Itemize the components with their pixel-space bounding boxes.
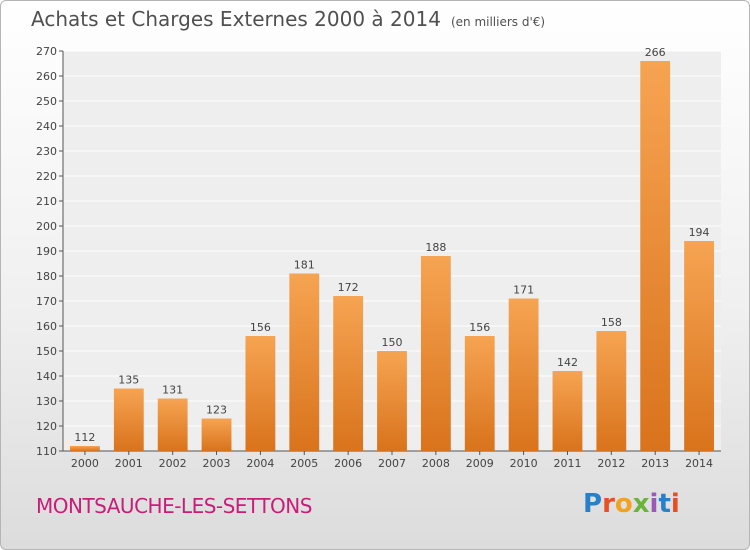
x-tick-label-2005: 2005 (290, 457, 318, 470)
data-label-2002: 131 (162, 384, 183, 397)
bar-2012 (596, 331, 627, 451)
y-tick-label: 230 (36, 145, 57, 158)
bar-2001 (113, 388, 144, 451)
bar-2009 (464, 336, 495, 451)
data-label-2008: 188 (425, 241, 446, 254)
y-tick-label: 200 (36, 220, 57, 233)
bar-2003 (201, 418, 232, 451)
y-tick-label: 260 (36, 70, 57, 83)
data-label-2006: 172 (338, 281, 359, 294)
bar-2014 (684, 241, 714, 451)
x-tick-label-2009: 2009 (466, 457, 494, 470)
y-tick-label: 120 (36, 420, 57, 433)
y-tick-label: 180 (36, 270, 57, 283)
city-name: MONTSAUCHE-LES-SETTONS (36, 494, 312, 518)
x-tick-label-2008: 2008 (422, 457, 450, 470)
data-label-2001: 135 (118, 374, 139, 387)
data-label-2010: 171 (513, 284, 534, 297)
y-tick-label: 140 (36, 370, 57, 383)
x-tick-label-2014: 2014 (685, 457, 713, 470)
y-tick-label: 240 (36, 120, 57, 133)
y-tick-label: 110 (36, 445, 57, 458)
chart-title: Achats et Charges Externes 2000 à 2014 (e… (31, 7, 545, 31)
data-label-2007: 150 (382, 336, 403, 349)
y-tick-label: 190 (36, 245, 57, 258)
x-tick-label-2003: 2003 (203, 457, 231, 470)
bar-2010 (508, 298, 539, 451)
y-tick-label: 130 (36, 395, 57, 408)
data-label-2014: 194 (689, 226, 710, 239)
data-label-2005: 181 (294, 259, 315, 272)
x-tick-label-2007: 2007 (378, 457, 406, 470)
x-tick-label-2010: 2010 (510, 457, 538, 470)
y-tick-label: 150 (36, 345, 57, 358)
x-tick-label-2006: 2006 (334, 457, 362, 470)
x-tick-label-2004: 2004 (246, 457, 274, 470)
bar-2011 (552, 371, 583, 451)
x-tick-label-2002: 2002 (159, 457, 187, 470)
y-tick-label: 160 (36, 320, 57, 333)
x-tick-label-2001: 2001 (115, 457, 143, 470)
x-tick-label-2013: 2013 (641, 457, 669, 470)
bar-2005 (289, 273, 320, 451)
chart-title-text: Achats et Charges Externes 2000 à 2014 (31, 7, 441, 31)
data-label-2013: 266 (645, 46, 666, 59)
data-label-2003: 123 (206, 404, 227, 417)
data-label-2000: 112 (74, 431, 95, 444)
bar-2004 (245, 336, 276, 451)
y-tick-label: 210 (36, 195, 57, 208)
x-tick-label-2000: 2000 (71, 457, 99, 470)
data-label-2011: 142 (557, 356, 578, 369)
proxiti-logo: Proxiti (583, 489, 680, 519)
bar-2006 (333, 296, 364, 451)
bar-2000 (70, 446, 100, 451)
data-label-2004: 156 (250, 321, 271, 334)
y-tick-label: 270 (36, 45, 57, 58)
chart-units: (en milliers d'€) (450, 15, 546, 29)
data-label-2012: 158 (601, 316, 622, 329)
bar-2007 (377, 351, 407, 451)
y-tick-label: 250 (36, 95, 57, 108)
y-tick-label: 220 (36, 170, 57, 183)
bar-2002 (157, 398, 188, 451)
x-tick-label-2012: 2012 (597, 457, 625, 470)
data-label-2009: 156 (469, 321, 490, 334)
y-tick-label: 170 (36, 295, 57, 308)
x-tick-label-2011: 2011 (553, 457, 581, 470)
bar-2008 (420, 256, 451, 451)
bar-2013 (640, 61, 671, 451)
